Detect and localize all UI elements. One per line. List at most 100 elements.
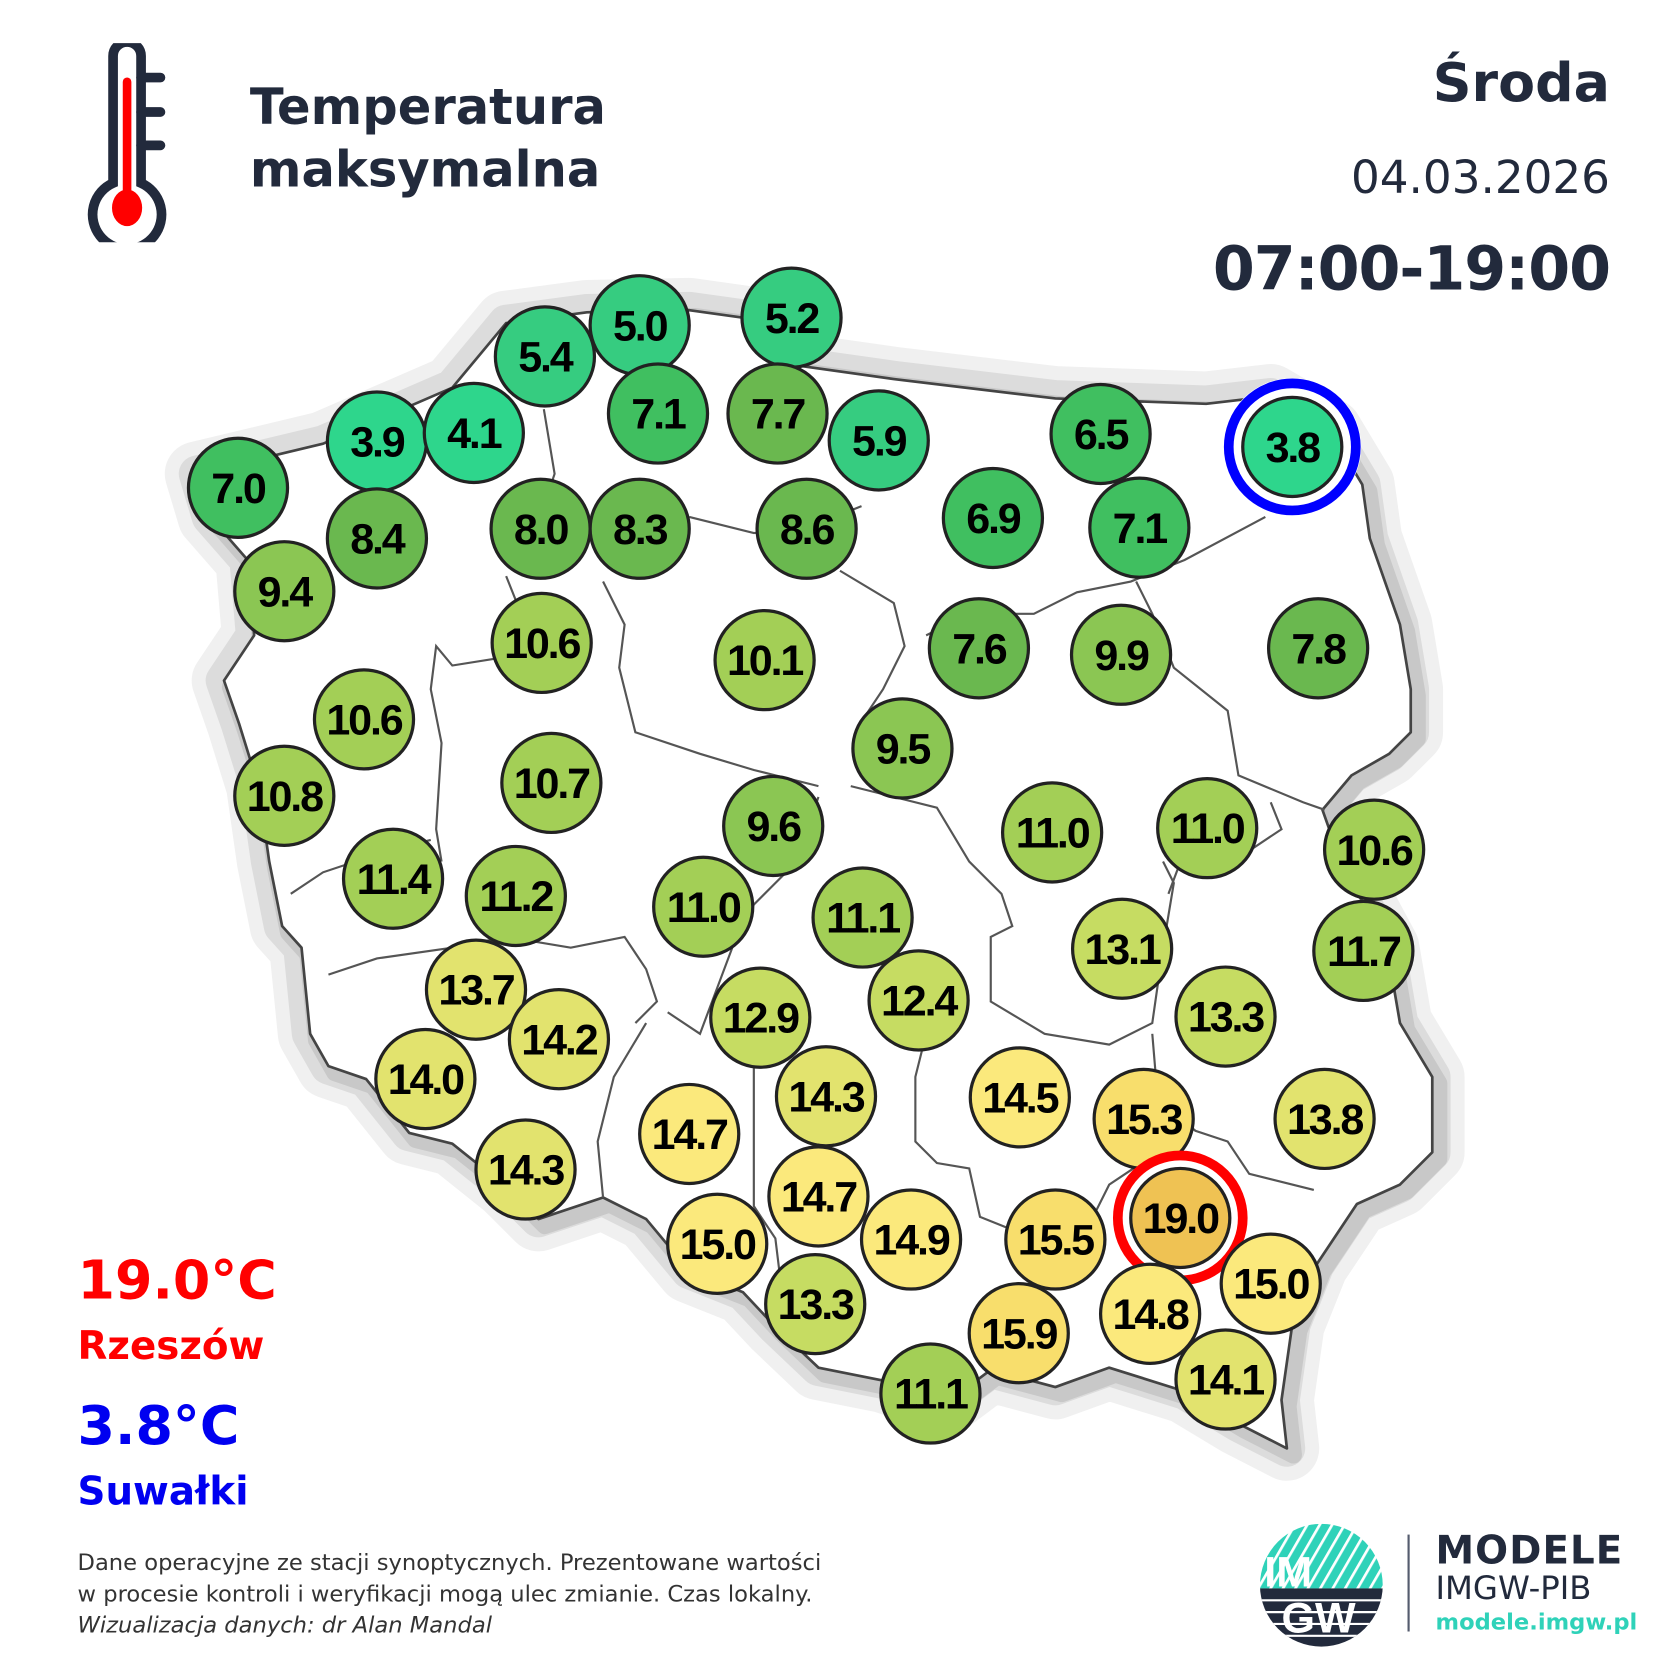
station-marker: 10.6 [490, 591, 593, 695]
station-value: 14.2 [521, 1016, 597, 1064]
station-circle [726, 362, 829, 465]
station-circle [1070, 897, 1174, 1000]
brand-org: IMGW-PIB [1435, 1570, 1592, 1608]
station-marker: 15.0 [1219, 1232, 1322, 1335]
region-border [839, 569, 906, 723]
disclaimer-line-1: Dane operacyjne ze stacji synoptycznych.… [77, 1549, 822, 1576]
station-circle [1098, 1262, 1202, 1365]
station-circle [606, 362, 710, 465]
station-value: 12.9 [723, 995, 799, 1043]
station-value: 11.0 [1016, 810, 1090, 858]
station-marker: 13.3 [764, 1252, 867, 1356]
station-marker: 11.0 [1156, 776, 1259, 880]
station-circle [1219, 1232, 1322, 1335]
station-value: 14.8 [1113, 1291, 1189, 1339]
station-value: 11.0 [1171, 805, 1245, 853]
station-value: 5.9 [852, 418, 907, 466]
station-value: 10.6 [1337, 827, 1413, 875]
station-marker: 7.6 [927, 597, 1031, 700]
station-marker: 8.6 [755, 477, 858, 580]
station-circle [1088, 476, 1191, 579]
station-circle [490, 591, 593, 695]
imgw-logo: IM GW [1259, 1523, 1383, 1647]
station-value: 12.4 [881, 978, 958, 1026]
station-circle [666, 1192, 769, 1295]
station-circle [1312, 899, 1415, 1003]
station-value: 5.2 [765, 295, 820, 343]
station-value: 14.5 [982, 1074, 1058, 1122]
station-value: 11.4 [357, 856, 432, 904]
station-circle [851, 697, 954, 800]
station-value: 10.8 [247, 773, 323, 821]
station-circle [1241, 395, 1344, 499]
min-highlight-ring [1223, 378, 1361, 516]
station-marker: 11.7 [1312, 899, 1415, 1003]
station-circle [755, 477, 858, 580]
time-range: 07:00-19:00 [1212, 234, 1611, 305]
station-marker: 6.5 [1049, 382, 1152, 486]
station-circle [811, 866, 914, 969]
station-circle [774, 1045, 878, 1148]
station-markers: 7.0 3.9 4.1 5.4 5.0 5.2 7.1 7.7 5.9 6.5 3.8 8.4 8.0 8… [186, 266, 1426, 1445]
station-circle [341, 827, 445, 930]
station-circle [941, 466, 1045, 570]
station-value: 6.5 [1074, 411, 1129, 459]
station-marker: 8.3 [588, 477, 691, 580]
station-value: 10.1 [727, 637, 803, 685]
station-value: 11.2 [479, 873, 553, 921]
station-value: 15.0 [1233, 1261, 1309, 1309]
station-marker: 7.1 [606, 362, 710, 465]
station-circle [967, 1282, 1070, 1385]
station-circle [1049, 382, 1152, 486]
station-marker: 12.9 [709, 966, 812, 1069]
station-circle [1266, 597, 1370, 700]
station-value: 13.3 [1188, 994, 1264, 1042]
station-value: 13.8 [1287, 1096, 1363, 1144]
station-marker: 5.2 [740, 266, 843, 369]
station-circle [1156, 776, 1259, 880]
station-marker: 9.4 [233, 540, 336, 643]
station-marker: 10.6 [1322, 798, 1426, 901]
station-value: 11.1 [826, 895, 900, 943]
station-marker: 11.1 [811, 866, 914, 969]
station-circle [859, 1188, 963, 1291]
station-value: 11.0 [667, 884, 741, 932]
station-marker: 15.9 [967, 1282, 1070, 1385]
station-circle [233, 744, 336, 847]
disclaimer-line-2: w procesie kontroli i weryfikacji mogą u… [77, 1580, 813, 1607]
station-circle [1322, 798, 1426, 901]
station-marker: 7.8 [1266, 597, 1370, 700]
station-marker: 6.9 [941, 466, 1045, 570]
station-circle [186, 436, 290, 539]
station-marker: 7.1 [1088, 476, 1191, 579]
station-circle [827, 389, 930, 492]
station-value: 14.7 [652, 1111, 728, 1159]
station-marker: 5.0 [588, 274, 691, 377]
region-border [596, 1022, 648, 1198]
station-marker: 14.1 [1174, 1328, 1277, 1431]
station-marker: 9.5 [851, 697, 954, 800]
station-marker: 14.9 [859, 1188, 963, 1291]
station-marker: 14.3 [774, 1045, 878, 1148]
station-marker: 13.8 [1273, 1067, 1376, 1171]
region-border [914, 1033, 1035, 1240]
station-marker: 10.6 [312, 668, 416, 771]
station-marker: 15.3 [1092, 1067, 1195, 1171]
station-value: 8.3 [613, 506, 668, 554]
station-circle [474, 1118, 577, 1221]
station-value: 7.1 [1113, 505, 1168, 553]
station-marker: 3.8 [1223, 377, 1362, 516]
station-marker: 14.3 [474, 1118, 577, 1221]
logo-divider [1407, 1534, 1410, 1632]
station-circle [968, 1046, 1071, 1149]
credit: Wizualizacja danych: dr Alan Mandal [77, 1612, 492, 1638]
min-temperature-value: 3.8°C [77, 1394, 240, 1458]
brand-name: MODELE [1435, 1529, 1624, 1574]
brand-url[interactable]: modele.imgw.pl [1435, 1608, 1638, 1635]
station-circle [1129, 1166, 1232, 1270]
station-circle [764, 1252, 867, 1356]
region-border [752, 1044, 788, 1327]
station-value: 4.1 [447, 410, 502, 458]
station-circle [638, 1082, 741, 1186]
